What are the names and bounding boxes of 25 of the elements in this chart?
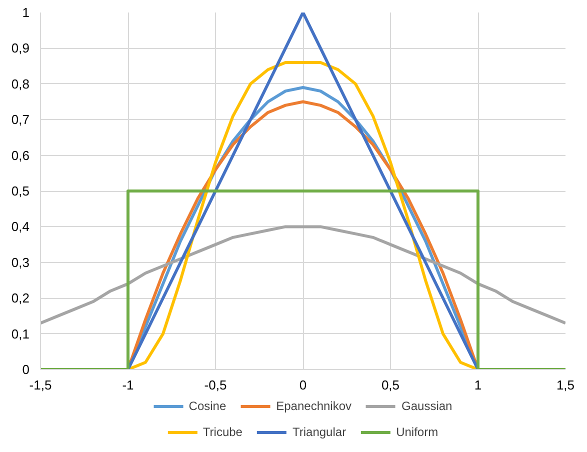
y-tick-label: 0,3 [11,254,30,270]
legend-label: Tricube [202,425,242,439]
line-series [40,225,566,325]
legend-label: Epanechnikov [276,399,352,413]
legend-label: Gaussian [402,399,452,413]
y-tick-label: 0,7 [11,112,30,128]
x-tick-label: 1 [474,378,482,392]
legend-label: Triangular [292,425,346,439]
y-tick-label: 0 [22,362,30,377]
y-tick-label: 0,8 [11,76,30,92]
y-tick-label: 1 [22,5,30,20]
legend-label: Cosine [188,399,226,413]
x-tick-label: -0,5 [204,378,227,392]
x-tick-label: -1 [122,378,134,392]
y-tick-label: 0,9 [11,40,30,56]
legend-label: Uniform [396,425,438,439]
x-tick-label: 0,5 [381,378,400,392]
y-tick-label: 0,5 [11,184,30,198]
y-tick-label: 0,4 [11,219,30,234]
y-tick-label: 0,6 [11,148,30,163]
y-tick-label: 0,2 [11,290,30,306]
x-tick-label: 1,5 [556,378,575,392]
x-tick-label: 0 [299,378,307,392]
y-tick-label: 0,1 [11,326,30,342]
x-tick-label: -1,5 [29,378,52,392]
